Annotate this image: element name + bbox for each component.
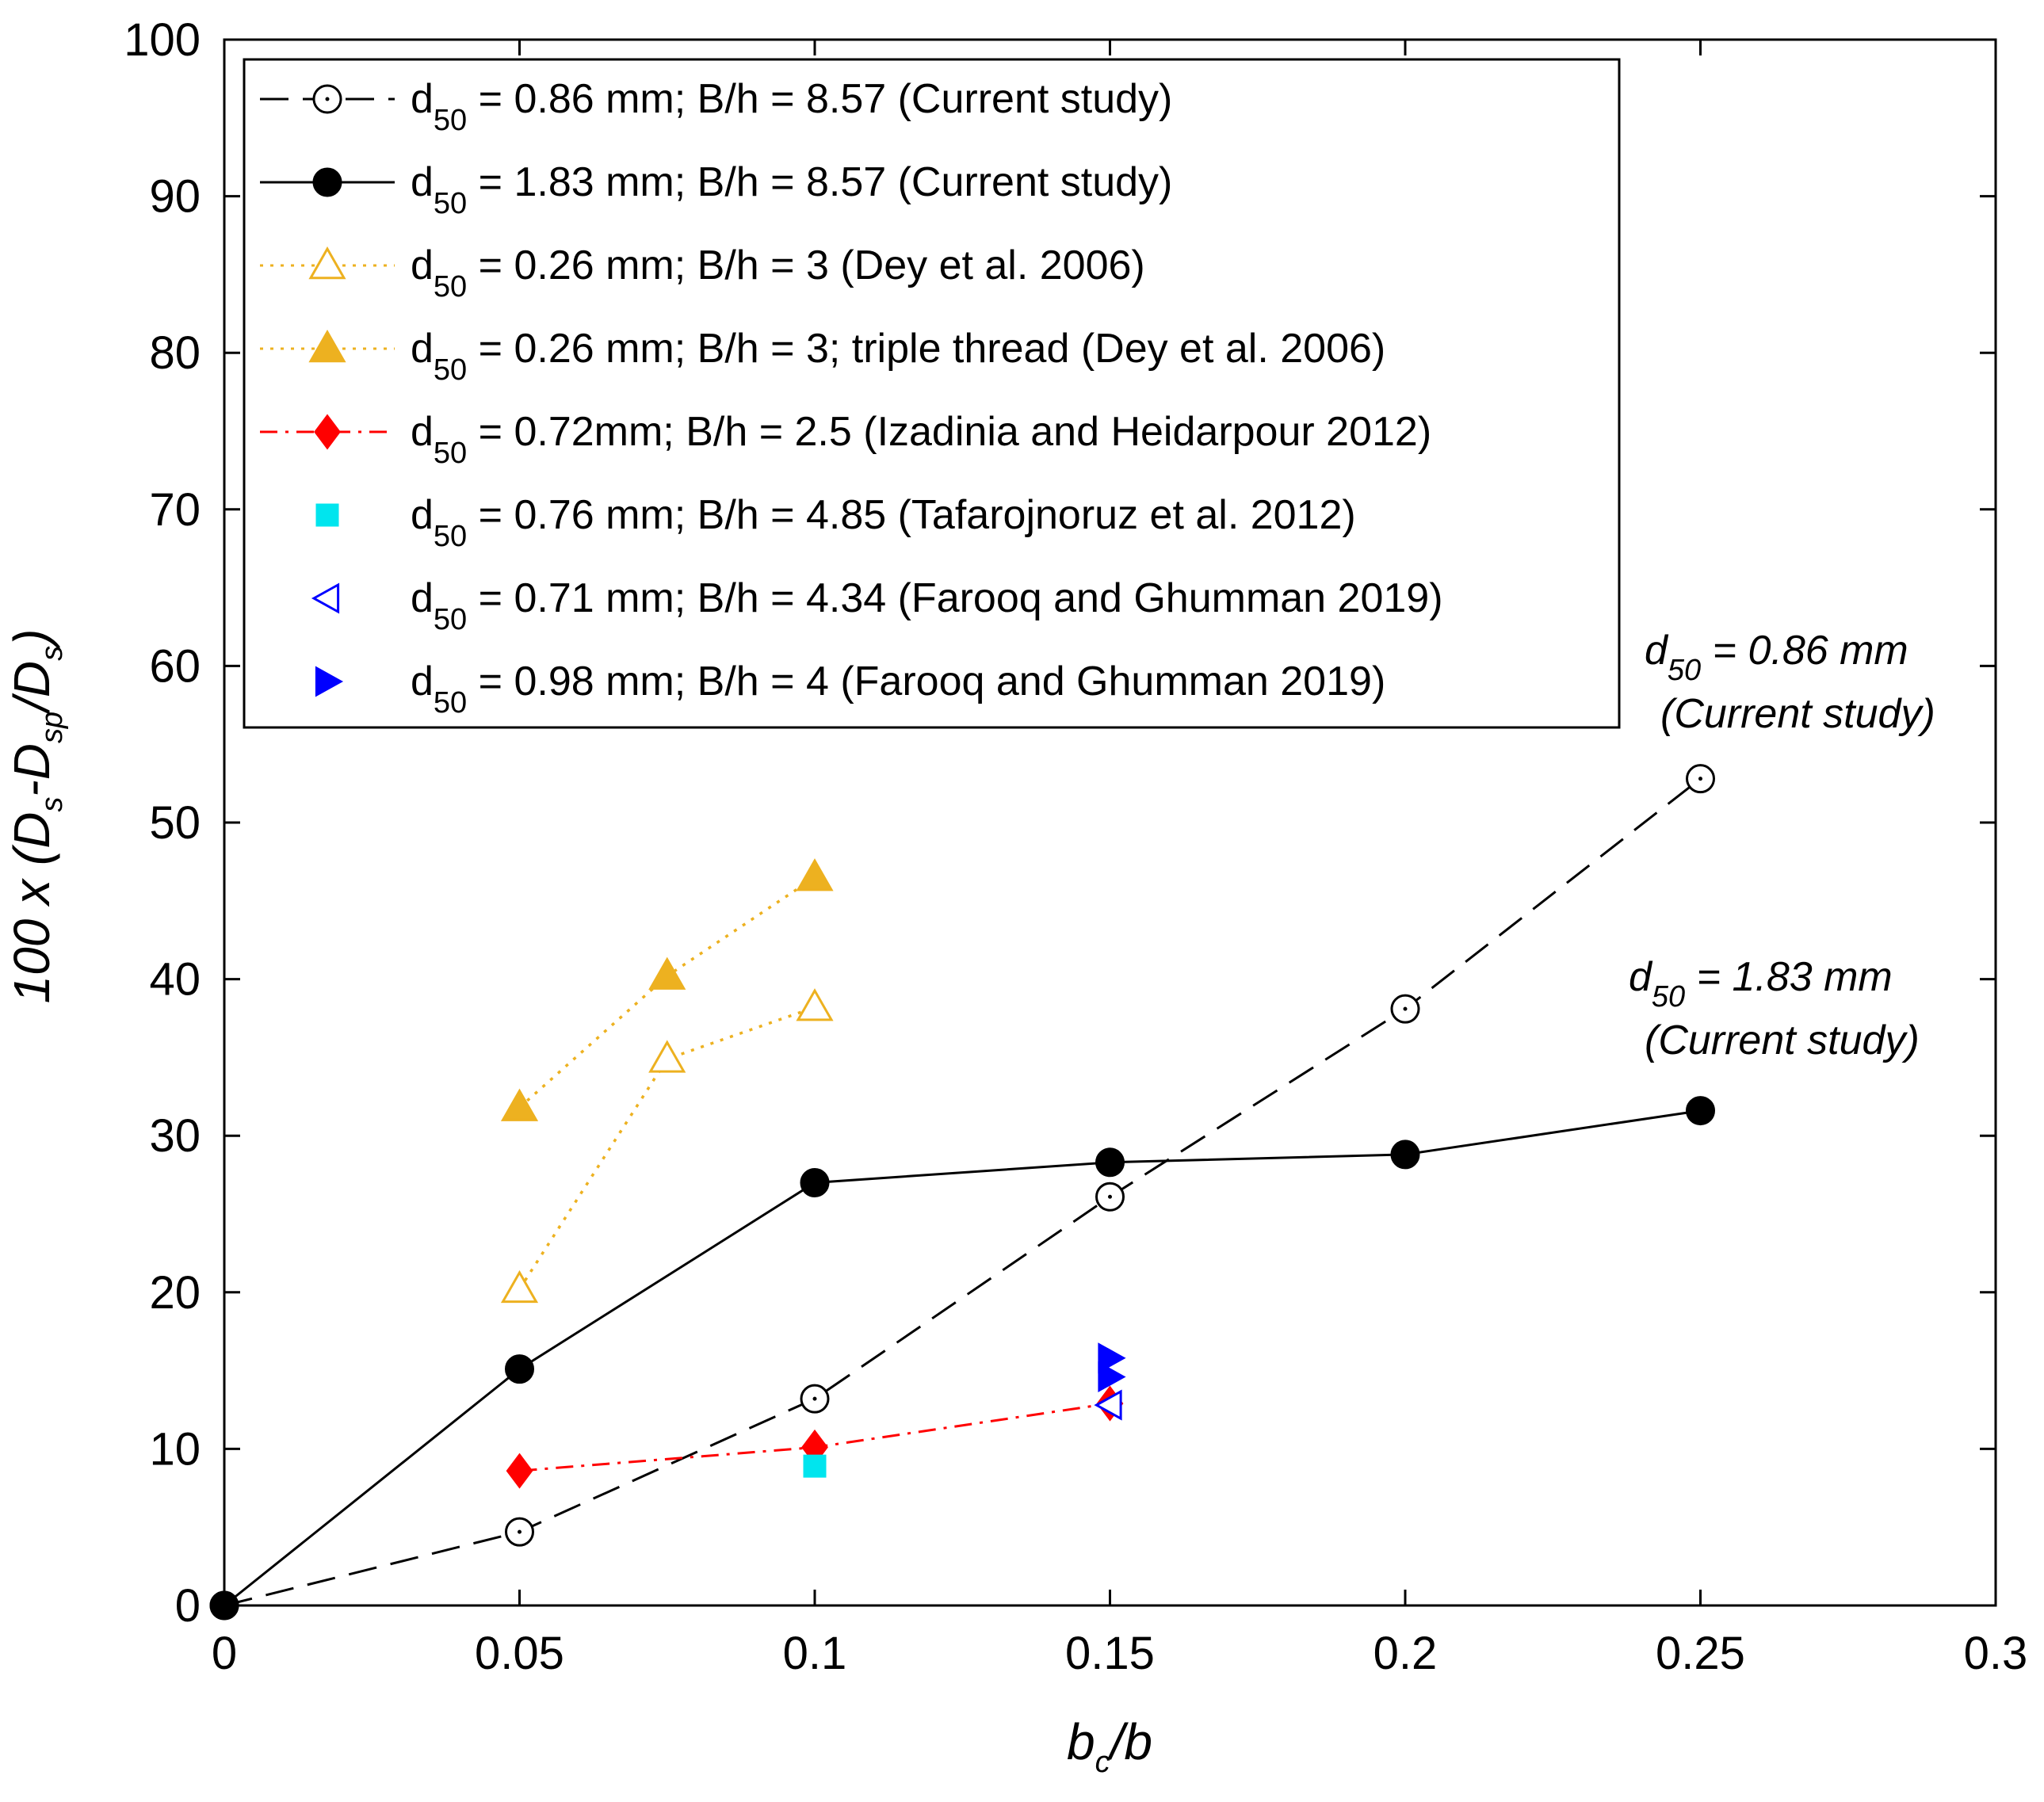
legend-entry-2: d50 = 1.83 mm; B/h = 8.57 (Current study… bbox=[411, 159, 1172, 220]
x-axis-title: bc/b bbox=[1067, 1713, 1152, 1779]
legend-marker-7 bbox=[311, 582, 340, 614]
x-tick-label: 0 bbox=[212, 1628, 237, 1679]
y-tick-label: 60 bbox=[149, 640, 201, 692]
legend-marker-3 bbox=[308, 246, 346, 280]
series-4-point bbox=[500, 1088, 539, 1121]
x-axis: 0 0.05 0.1 0.15 0.2 0.25 0.3 bbox=[212, 40, 2027, 1679]
y-tick-label: 20 bbox=[149, 1267, 201, 1319]
series-3-point bbox=[500, 1269, 539, 1304]
series-1-point-dot bbox=[1403, 1006, 1408, 1011]
series-8-point bbox=[1098, 1361, 1126, 1393]
x-tick-label: 0.1 bbox=[783, 1628, 847, 1679]
legend-entry-8: d50 = 0.98 mm; B/h = 4 (Farooq and Ghumm… bbox=[411, 659, 1385, 720]
y-tick-label: 100 bbox=[124, 14, 201, 66]
legend: d50 = 0.86 mm; B/h = 8.57 (Current study… bbox=[243, 58, 1621, 729]
annotation-line-1: d50 = 0.86 mm bbox=[1645, 628, 1908, 687]
series-1-point-dot bbox=[518, 1529, 522, 1534]
series-2-point bbox=[505, 1354, 534, 1384]
series-2-point bbox=[1095, 1147, 1125, 1178]
legend-entry-4: d50 = 0.26 mm; B/h = 3; triple thread (D… bbox=[411, 326, 1385, 387]
x-tick-label: 0.25 bbox=[1656, 1628, 1745, 1679]
y-tick-label: 70 bbox=[149, 484, 201, 536]
series-1-point-dot bbox=[1698, 777, 1702, 781]
legend-entry-7: d50 = 0.71 mm; B/h = 4.34 (Farooq and Gh… bbox=[411, 575, 1443, 636]
annotation-line-1: d50 = 1.83 mm bbox=[1629, 954, 1893, 1014]
legend-box bbox=[243, 58, 1621, 729]
series-4-point bbox=[796, 858, 834, 891]
legend-marker-2 bbox=[312, 167, 342, 197]
legend-marker-1-dot bbox=[325, 97, 330, 101]
x-tick-label: 0.3 bbox=[1964, 1628, 2028, 1679]
y-tick-label: 40 bbox=[149, 954, 201, 1006]
series-1-point-dot bbox=[812, 1396, 817, 1401]
y-tick-label: 80 bbox=[149, 327, 201, 379]
legend-marker-4 bbox=[308, 329, 346, 363]
legend-entry-5: d50 = 0.72mm; B/h = 2.5 (Izadinia and He… bbox=[411, 409, 1431, 470]
legend-marker-8 bbox=[315, 666, 344, 697]
annotation-line-2: (Current study) bbox=[1660, 691, 1935, 737]
legend-marker-5 bbox=[314, 414, 341, 450]
series-8-point bbox=[1098, 1342, 1126, 1374]
annotation-line-2: (Current study) bbox=[1645, 1017, 1920, 1063]
series-4-point bbox=[648, 956, 686, 990]
x-tick-label: 0.2 bbox=[1373, 1628, 1438, 1679]
series-2-point bbox=[800, 1167, 830, 1197]
y-tick-label: 50 bbox=[149, 797, 201, 849]
legend-samples bbox=[260, 84, 395, 697]
y-tick-label: 30 bbox=[149, 1110, 201, 1162]
y-axis: 0 10 20 30 40 50 60 70 80 90 100 bbox=[124, 14, 1996, 1632]
y-axis-title: 100 x (Ds-Dsp/Ds) bbox=[3, 629, 69, 1004]
legend-entry-1: d50 = 0.86 mm; B/h = 8.57 (Current study… bbox=[411, 76, 1172, 137]
y-tick-label: 0 bbox=[175, 1580, 201, 1632]
annotation-d50-183: d50 = 1.83 mm (Current study) bbox=[1629, 954, 1920, 1063]
series-1-point-dot bbox=[1108, 1194, 1112, 1199]
y-tick-label: 10 bbox=[149, 1423, 201, 1475]
series-3-point bbox=[796, 988, 834, 1021]
series-6-point bbox=[803, 1454, 827, 1478]
legend-entry-6: d50 = 0.76 mm; B/h = 4.85 (Tafarojnoruz … bbox=[411, 492, 1356, 553]
series-2-point bbox=[1686, 1096, 1715, 1126]
series-7-point bbox=[1094, 1389, 1122, 1421]
y-tick-label: 90 bbox=[149, 171, 201, 223]
legend-entry-3: d50 = 0.26 mm; B/h = 3 (Dey et al. 2006) bbox=[411, 242, 1145, 304]
series-3-point bbox=[648, 1040, 686, 1073]
annotation-d50-086: d50 = 0.86 mm (Current study) bbox=[1645, 628, 1935, 737]
series-line-2 bbox=[224, 1109, 1701, 1607]
series-2-point bbox=[1390, 1140, 1420, 1170]
x-tick-label: 0.05 bbox=[475, 1628, 564, 1679]
legend-marker-6 bbox=[315, 503, 339, 527]
x-tick-label: 0.15 bbox=[1065, 1628, 1155, 1679]
series-5-point bbox=[506, 1453, 533, 1489]
